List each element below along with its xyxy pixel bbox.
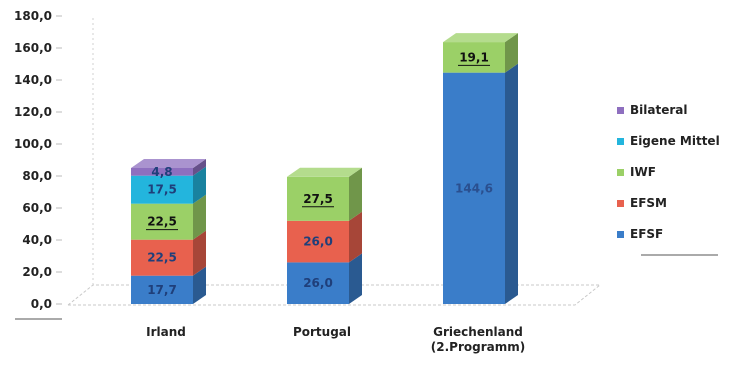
data-label: 4,8 <box>151 165 172 179</box>
bar-segment-front <box>131 203 193 240</box>
category-label: Portugal <box>293 325 351 339</box>
bar-segment-side <box>193 159 206 176</box>
legend-label: Eigene Mittel <box>630 134 720 148</box>
bar-segment-front <box>131 239 193 276</box>
bar-segment-front <box>131 175 193 204</box>
bar-segment-side <box>505 63 518 304</box>
legend-label: EFSM <box>630 196 667 210</box>
bar-stack: 17,7 22,5 22,5 17,5 4,8 <box>131 159 206 304</box>
legend-item: EFSM <box>617 196 667 210</box>
bar-segment-side <box>349 211 362 263</box>
bars-group: 17,7 22,5 22,5 17,5 4,8 26,0 26,0 27,5 144,6 19,1 <box>131 33 518 304</box>
bar-segment-top <box>287 167 362 177</box>
bar-segment-front <box>287 220 349 263</box>
bar-segment-side <box>193 266 206 304</box>
category-label: Irland <box>146 325 186 339</box>
data-label: 17,5 <box>147 183 177 197</box>
data-label: 22,5 <box>147 215 177 229</box>
data-label: 17,7 <box>147 283 177 297</box>
bar-stack: 26,0 26,0 27,5 <box>287 167 362 304</box>
y-axis: 0,0 20,0 40,0 60,0 80,0 100,0 120,0 140,0 160,0 1… <box>14 9 62 320</box>
y-tick-label: 80,0 <box>22 169 52 183</box>
bar-segment-front <box>443 72 505 304</box>
bar-segment-top <box>443 33 518 43</box>
legend-label: Bilateral <box>630 103 687 117</box>
bar-segment-front <box>443 42 505 73</box>
bar-segment-side <box>505 33 518 73</box>
category-label: Griechenland <box>433 325 523 339</box>
bar-segment-side <box>193 166 206 204</box>
y-tick-label: 120,0 <box>14 105 52 119</box>
y-tick-label: 180,0 <box>14 9 52 23</box>
y-tick-label: 140,0 <box>14 73 52 87</box>
y-tick-label: 60,0 <box>22 201 52 215</box>
data-label: 22,5 <box>147 251 177 265</box>
floor-outline <box>66 284 602 306</box>
bar-segment-side <box>349 167 362 221</box>
legend-item: Bilateral <box>617 103 687 117</box>
legend-label: EFSF <box>630 227 663 241</box>
data-label: 26,0 <box>303 235 333 249</box>
legend-swatch <box>617 107 624 114</box>
data-label: 19,1 <box>459 50 489 64</box>
y-tick-label: 160,0 <box>14 41 52 55</box>
bar-stack: 144,6 19,1 <box>443 33 518 304</box>
bar-segment-front <box>287 176 349 221</box>
bar-segment-top <box>131 159 206 168</box>
legend: Bilateral Eigene Mittel IWF EFSM EFSF <box>617 103 720 256</box>
legend-item: IWF <box>617 165 656 179</box>
bar-segment-front <box>131 275 193 304</box>
y-tick-label: 20,0 <box>22 265 52 279</box>
legend-item: Eigene Mittel <box>617 134 720 148</box>
data-label: 26,0 <box>303 276 333 290</box>
bar-segment-front <box>131 168 193 176</box>
bar-segment-front <box>287 262 349 304</box>
category-labels: Irland Portugal Griechenland(2.Programm) <box>146 325 525 354</box>
legend-swatch <box>617 169 624 176</box>
chart-floor <box>66 16 602 306</box>
legend-swatch <box>617 200 624 207</box>
category-label: (2.Programm) <box>431 340 525 354</box>
bar-segment-side <box>193 194 206 240</box>
y-tick-label: 40,0 <box>22 233 52 247</box>
legend-swatch <box>617 138 624 145</box>
legend-item: EFSF <box>617 227 663 241</box>
legend-swatch <box>617 231 624 238</box>
y-tick-label: 100,0 <box>14 137 52 151</box>
data-label: 27,5 <box>303 192 333 206</box>
y-tick-label: 0,0 <box>31 297 52 311</box>
legend-label: IWF <box>630 165 656 179</box>
data-label: 144,6 <box>455 181 493 195</box>
bar-segment-side <box>193 230 206 276</box>
bar-segment-side <box>349 253 362 304</box>
